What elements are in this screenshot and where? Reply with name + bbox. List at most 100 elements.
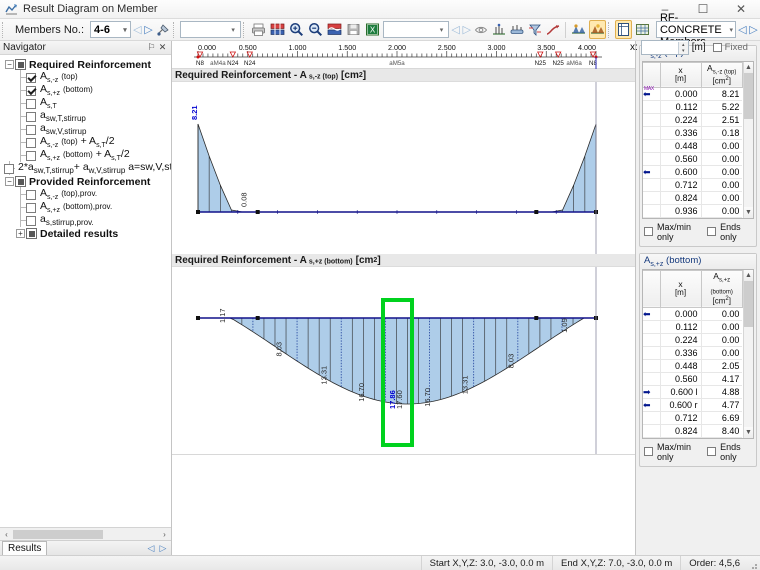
loadcase-dropdown-arrow[interactable]: ▾: [231, 26, 235, 34]
filter-icon[interactable]: [527, 20, 543, 39]
fixed-checkbox[interactable]: [712, 43, 722, 52]
table1-maxmin-checkbox[interactable]: [644, 227, 653, 237]
x-spin-up[interactable]: ▴: [678, 41, 688, 48]
sections-icon[interactable]: [491, 20, 507, 39]
zoom-out-icon[interactable]: [307, 20, 324, 39]
table-row[interactable]: 0.224 2.51: [643, 113, 743, 127]
table2-scroll-thumb[interactable]: [743, 280, 753, 327]
table-row[interactable]: 0.712 0.00: [643, 178, 743, 192]
navigator-item-10[interactable]: As,-z (top),prov.: [4, 187, 171, 202]
expander-toggle[interactable]: −: [4, 175, 15, 188]
expander-icon[interactable]: −: [5, 60, 14, 69]
navigator-item-checkbox[interactable]: [26, 137, 36, 148]
expander-toggle[interactable]: +: [15, 227, 26, 240]
visibility-icon[interactable]: [473, 20, 489, 39]
pin-icon[interactable]: ⚐: [147, 42, 156, 52]
table-view-icon[interactable]: [614, 20, 632, 39]
zoom-in-icon[interactable]: [288, 20, 305, 39]
expander-icon[interactable]: +: [16, 229, 25, 238]
module-dropdown-arrow[interactable]: ▾: [729, 26, 734, 34]
hscroll-thumb[interactable]: [13, 529, 103, 539]
chart1-canvas[interactable]: 8.21 0.08: [172, 82, 635, 254]
navigator-item-1[interactable]: As,-z (top): [4, 70, 171, 85]
expander-toggle[interactable]: −: [4, 58, 15, 71]
members-no-input[interactable]: 4-6 ▾: [90, 21, 131, 38]
member-ruler[interactable]: 0.000 0.500 1.000 1.500 2.000 2.500 3.000 3.500…: [172, 41, 635, 69]
prev-value-button[interactable]: ◁: [451, 24, 460, 36]
table-row[interactable]: ⬅ 0.000 0.00: [643, 307, 743, 321]
navigator-item-6[interactable]: As,-z (top) + As,T/2: [4, 135, 171, 150]
navigator-item-4[interactable]: asw,T,stirrup: [4, 109, 171, 124]
selected-section-highlight[interactable]: [381, 298, 414, 447]
table-row[interactable]: 0.112 5.22: [643, 100, 743, 114]
table-row[interactable]: 0.336 0.00: [643, 346, 743, 360]
navigator-group-13[interactable]: + Detailed results: [4, 227, 171, 240]
table2-body[interactable]: ⬅ 0.000 0.00 0.112 0.00 0.224 0.00 0.336 0.00 0.4…: [643, 307, 743, 438]
table2-scroll-up[interactable]: ▲: [743, 269, 753, 281]
table1-ends-checkbox[interactable]: [707, 227, 717, 237]
navigator-item-checkbox[interactable]: [26, 150, 36, 161]
navigator-group-9[interactable]: − Provided Reinforcement: [4, 175, 171, 188]
table-row[interactable]: 0.936 0.00: [643, 204, 743, 218]
close-button[interactable]: ✕: [735, 2, 747, 16]
expander-icon[interactable]: −: [5, 177, 14, 186]
table-row[interactable]: 0.824 0.00: [643, 191, 743, 205]
maximize-button[interactable]: ☐: [697, 2, 709, 16]
toolbar-gripper-1[interactable]: [2, 21, 5, 38]
navigator-item-3[interactable]: As,T: [4, 96, 171, 111]
x-spin-down[interactable]: ▾: [678, 47, 688, 54]
x-spinner[interactable]: ▴ ▾: [677, 41, 688, 54]
table2-maxmin-checkbox[interactable]: [644, 447, 653, 457]
table-row[interactable]: 0.712 6.69: [643, 411, 743, 425]
swap-diagram-icon[interactable]: [269, 20, 286, 39]
tab-next-button[interactable]: ▷: [159, 542, 167, 553]
tab-prev-button[interactable]: ◁: [147, 542, 155, 553]
refresh-icon[interactable]: [326, 20, 343, 39]
navigator-item-checkbox[interactable]: [26, 72, 36, 83]
navigator-item-checkbox[interactable]: [26, 98, 36, 109]
navigator-item-5[interactable]: asw,V,stirrup: [4, 122, 171, 137]
table2-vscrollbar[interactable]: ▲ ▼: [742, 269, 753, 438]
table-row[interactable]: 0.224 0.00: [643, 333, 743, 347]
tab-results[interactable]: Results: [2, 540, 48, 556]
table-row[interactable]: 0.112 0.00: [643, 320, 743, 334]
x-coordinate-input[interactable]: ▴ ▾: [640, 40, 689, 55]
value-combo[interactable]: ▾: [382, 21, 450, 38]
table-row[interactable]: 0.824 8.40: [643, 424, 743, 438]
result-values-icon[interactable]: [509, 20, 525, 39]
navigator-item-2[interactable]: As,+z (bottom): [4, 83, 171, 98]
table-row[interactable]: ⬅ 0.600 0.00: [643, 165, 743, 179]
scroll-left-button[interactable]: ‹: [5, 529, 8, 539]
next-value-button[interactable]: ▷: [462, 24, 472, 36]
pick-member-icon[interactable]: [155, 20, 171, 39]
scroll-right-button[interactable]: ›: [163, 529, 166, 539]
navigator-hscrollbar[interactable]: ‹ ›: [0, 527, 171, 540]
table-row[interactable]: 0.448 2.05: [643, 359, 743, 373]
module-next-button[interactable]: ▷: [749, 24, 758, 36]
navigator-item-checkbox[interactable]: [4, 163, 14, 174]
toolbar-gripper-2[interactable]: [173, 21, 176, 38]
table2-scroll-track[interactable]: [743, 280, 753, 427]
navigator-tree[interactable]: − Required Reinforcement As,-z (top) As,+z …: [0, 55, 171, 527]
navigator-item-7[interactable]: As,+z (bottom) + As,T/2: [4, 148, 171, 163]
navigator-item-12[interactable]: as,stirrup,prov.: [4, 213, 171, 228]
print-icon[interactable]: [250, 20, 267, 39]
grid-view-icon[interactable]: [634, 20, 651, 39]
minimize-button[interactable]: –: [661, 2, 669, 16]
table2-scroll-down[interactable]: ▼: [743, 426, 753, 438]
table-row[interactable]: ➡ 0.600 l 4.88: [643, 385, 743, 399]
table-row[interactable]: 0.448 0.00: [643, 139, 743, 153]
navigator-item-checkbox[interactable]: [26, 189, 36, 200]
table-row[interactable]: 0.336 0.18: [643, 126, 743, 140]
diagram-type-icon[interactable]: [570, 20, 587, 39]
save-icon[interactable]: [345, 20, 362, 39]
table1-scroll-track[interactable]: [743, 72, 753, 207]
curve-icon[interactable]: [545, 20, 561, 39]
diagram-type-active-icon[interactable]: [589, 20, 607, 39]
navigator-item-checkbox[interactable]: [26, 111, 36, 122]
resize-grip-icon[interactable]: [748, 556, 760, 570]
navigator-close-icon[interactable]: ✕: [158, 42, 167, 52]
navigator-group-0[interactable]: − Required Reinforcement: [4, 58, 171, 71]
table1-scroll-down[interactable]: ▼: [743, 206, 753, 218]
navigator-item-checkbox[interactable]: [26, 124, 36, 135]
